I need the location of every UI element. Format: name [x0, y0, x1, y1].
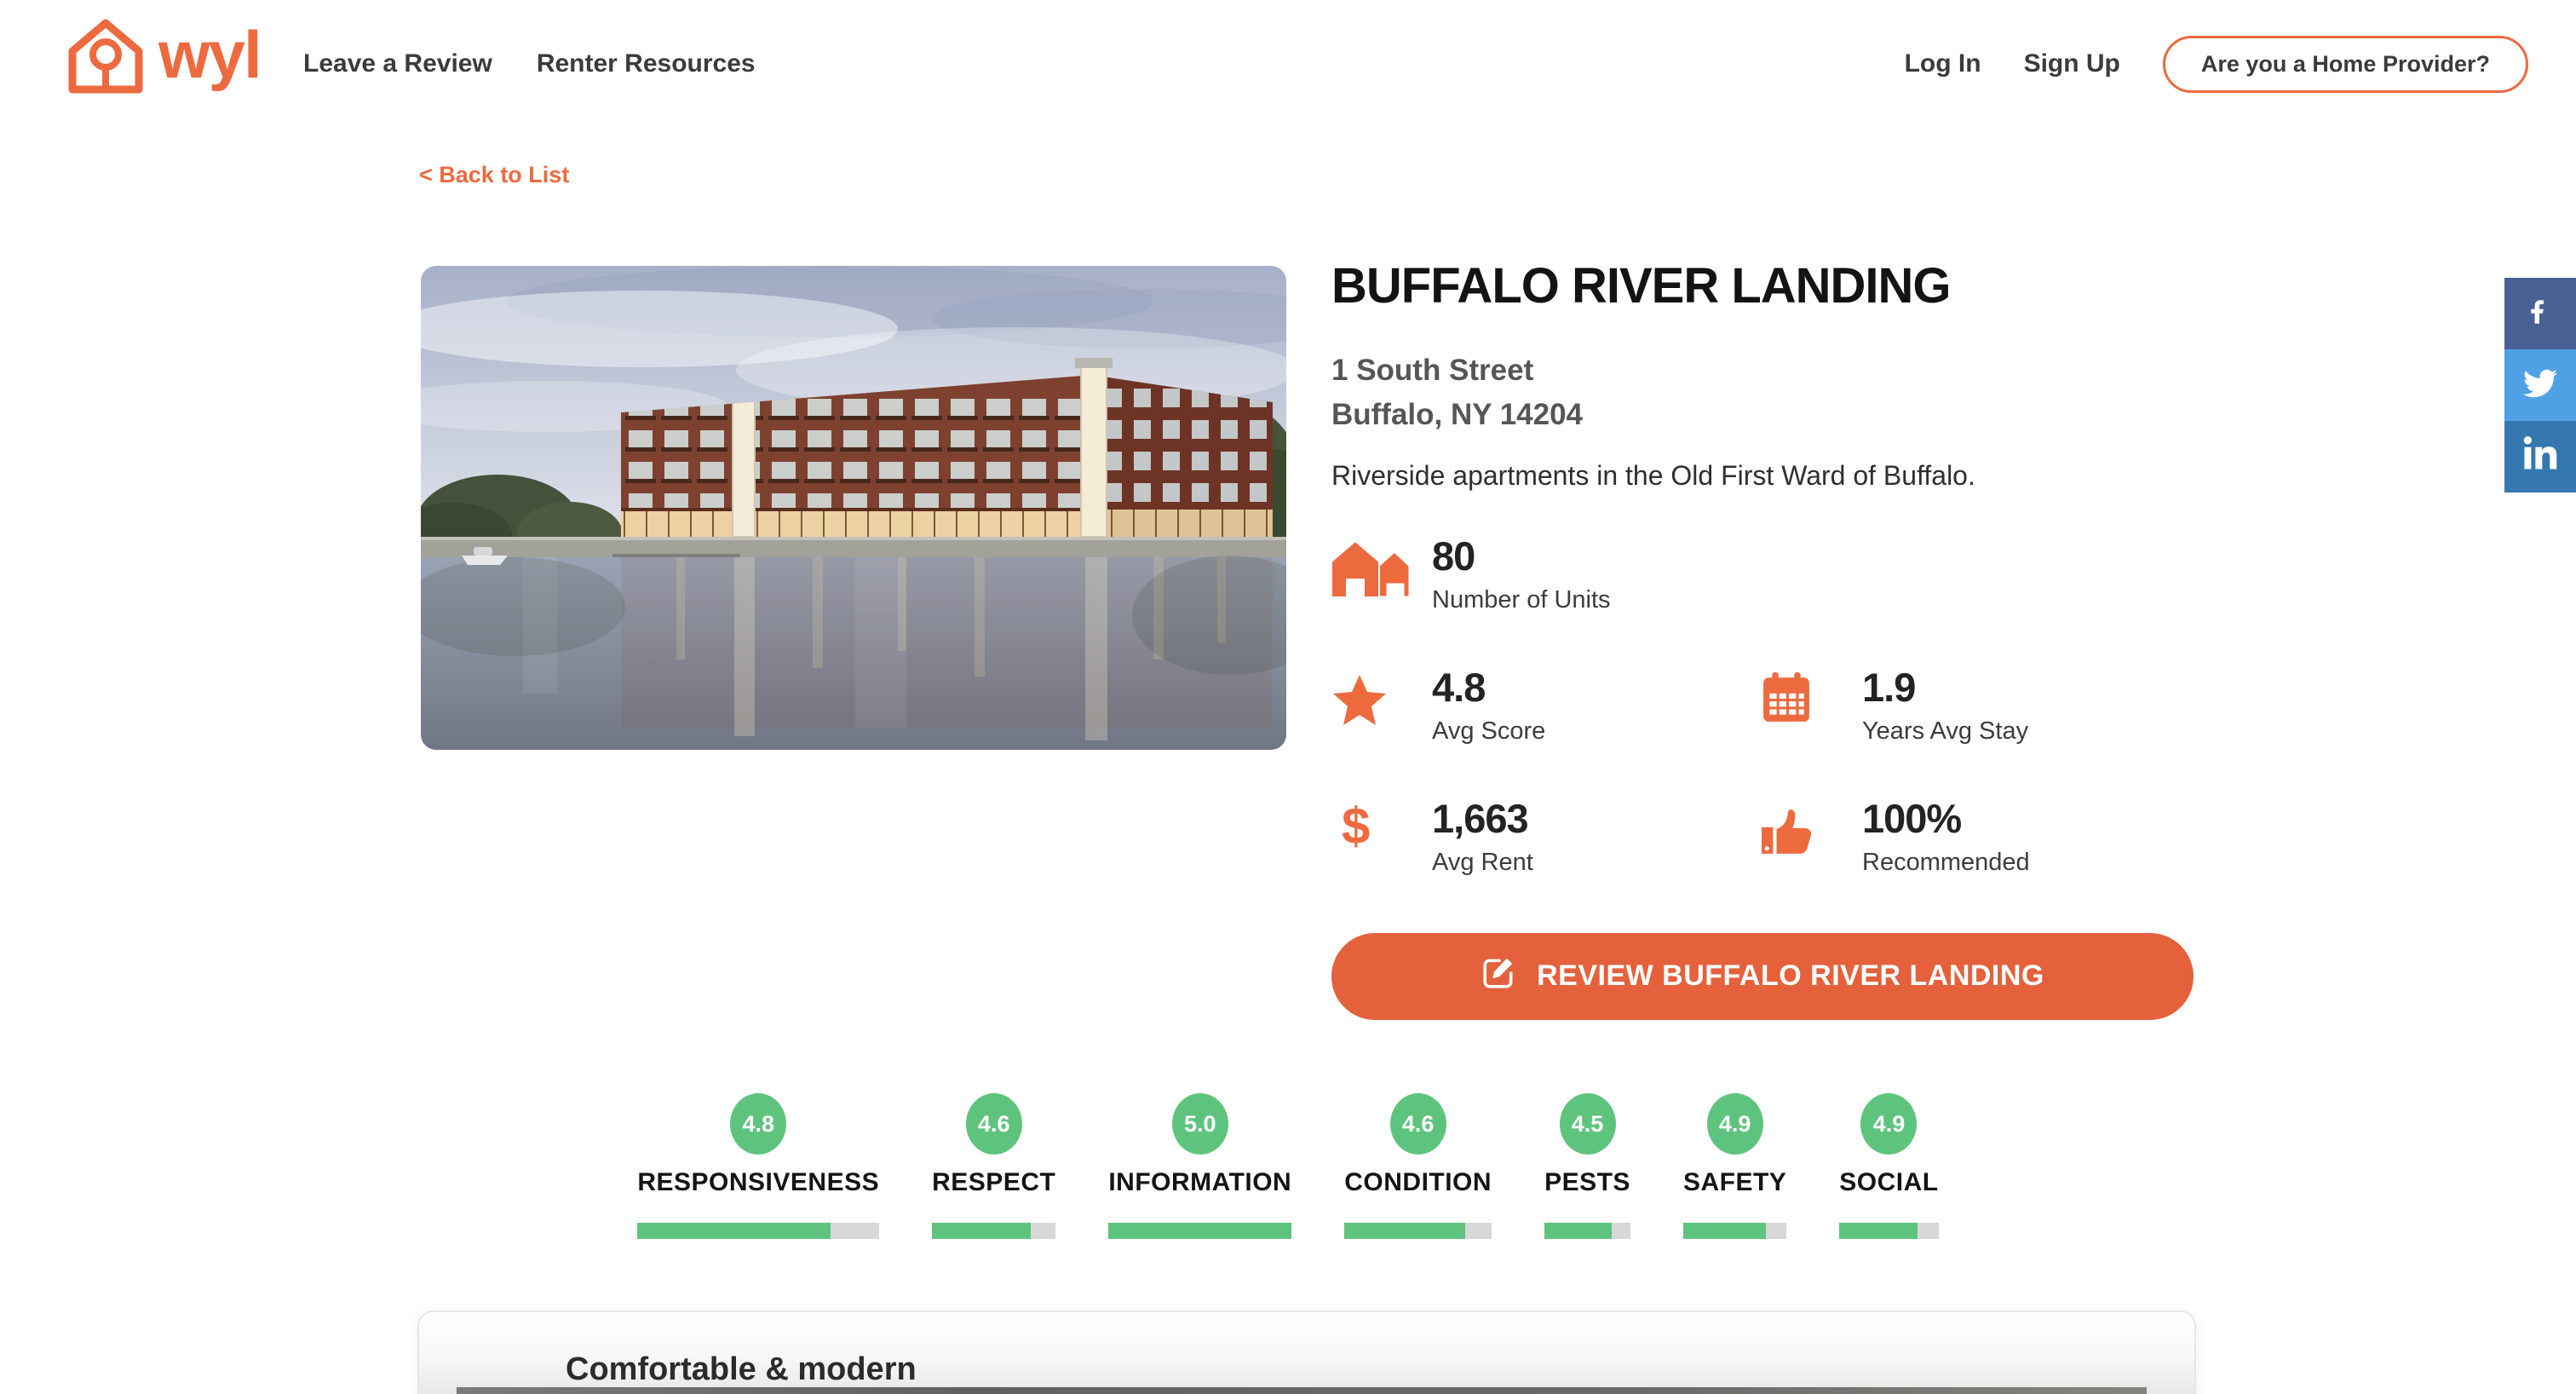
avg-stay-label: Years Avg Stay	[1862, 717, 2029, 745]
rating-bar-track	[932, 1223, 1056, 1239]
twitter-icon	[2521, 366, 2560, 405]
facebook-icon	[2530, 293, 2550, 335]
share-sidebar	[2504, 278, 2576, 493]
rating-item: 4.5 PESTS	[1544, 1093, 1630, 1239]
rating-label: INFORMATION	[1108, 1168, 1292, 1196]
rating-item: 4.9 SAFETY	[1682, 1093, 1787, 1239]
stat-avg-score: 4.8 Avg Score	[1331, 667, 1762, 746]
property-name: BUFFALO RIVER LANDING	[1331, 258, 1952, 314]
property-photo	[421, 266, 1286, 750]
rating-bar-fill	[1108, 1223, 1292, 1239]
rating-bar-track	[1108, 1223, 1292, 1239]
recommended-label: Recommended	[1862, 848, 2030, 876]
rating-label: SOCIAL	[1839, 1168, 1939, 1196]
rating-score: 5.0	[1183, 1110, 1216, 1137]
avg-stay-value: 1.9	[1862, 664, 1916, 710]
calendar-icon	[1762, 667, 1862, 723]
brand-name: wyl	[158, 16, 262, 92]
rating-score-badge: 4.9	[1706, 1093, 1763, 1155]
review-property-button[interactable]: REVIEW BUFFALO RIVER LANDING	[1331, 932, 2194, 1020]
review-button-label: REVIEW BUFFALO RIVER LANDING	[1537, 959, 2044, 993]
rating-bar-track	[1839, 1223, 1939, 1239]
signup-link[interactable]: Sign Up	[2023, 49, 2120, 78]
rating-bar-track	[1344, 1223, 1492, 1239]
rating-score-badge: 5.0	[1171, 1093, 1228, 1155]
linkedin-icon	[2523, 435, 2557, 478]
units-value: 80	[1432, 533, 1475, 579]
review-card-title: Comfortable & modern	[566, 1351, 917, 1387]
property-address: 1 South Street Buffalo, NY 14204	[1331, 348, 2194, 438]
rating-item: 4.8 RESPONSIVENESS	[637, 1093, 880, 1239]
recommended-value: 100%	[1862, 795, 1962, 841]
rating-bar-track	[1682, 1223, 1787, 1239]
edit-pencil-icon	[1481, 954, 1516, 998]
rating-item: 5.0 INFORMATION	[1108, 1093, 1292, 1239]
brand-logo[interactable]: wyl	[66, 16, 262, 100]
rating-bar-fill	[1344, 1223, 1465, 1239]
rating-label: RESPONSIVENESS	[637, 1168, 880, 1196]
rating-score: 4.6	[977, 1110, 1010, 1137]
rating-score: 4.6	[1401, 1110, 1435, 1137]
property-description: Riverside apartments in the Old First Wa…	[1331, 459, 1975, 491]
stat-recommended: 100% Recommended	[1762, 798, 2194, 877]
rating-bar-fill	[1682, 1223, 1767, 1239]
avg-rent-value: 1,663	[1432, 795, 1529, 841]
houses-icon	[1331, 536, 1432, 597]
auth-area: Log In Sign Up Are you a Home Provider?	[1905, 0, 2528, 128]
rating-item: 4.6 CONDITION	[1344, 1093, 1492, 1239]
review-card: Comfortable & modern	[417, 1310, 2196, 1394]
main-nav: Leave a Review Renter Resources	[303, 0, 756, 128]
rating-label: RESPECT	[932, 1168, 1056, 1196]
rating-score: 4.8	[742, 1110, 774, 1137]
stat-avg-rent: $ 1,663 Avg Rent	[1331, 798, 1762, 877]
wyl-house-icon	[66, 17, 145, 100]
rating-score-badge: 4.6	[965, 1093, 1022, 1155]
rating-score-badge: 4.6	[1389, 1093, 1446, 1155]
rating-bar-fill	[1544, 1223, 1612, 1239]
rating-bar-fill	[1839, 1223, 1918, 1239]
share-facebook-button[interactable]	[2504, 278, 2576, 349]
address-line-2: Buffalo, NY 14204	[1331, 398, 1584, 432]
rating-item: 4.6 RESPECT	[932, 1093, 1056, 1239]
rating-label: PESTS	[1544, 1168, 1630, 1196]
nav-renter-resources[interactable]: Renter Resources	[536, 49, 756, 78]
property-details: BUFFALO RIVER LANDING 1 South Street Buf…	[1331, 258, 2194, 1020]
rating-item: 4.9 SOCIAL	[1839, 1093, 1939, 1239]
avg-rent-label: Avg Rent	[1432, 848, 1533, 876]
back-to-list-link[interactable]: < Back to List	[419, 162, 570, 187]
share-twitter-button[interactable]	[2504, 349, 2576, 421]
stat-years-avg-stay: 1.9 Years Avg Stay	[1762, 667, 2194, 746]
rating-bar-fill	[637, 1223, 831, 1239]
login-link[interactable]: Log In	[1904, 49, 1981, 78]
property-stats: 80 Number of Units 4.8 Avg Score	[1331, 536, 2194, 877]
rating-bar-track	[637, 1223, 880, 1239]
header: wyl Leave a Review Renter Resources Log …	[0, 0, 2576, 128]
rating-score-badge: 4.9	[1860, 1093, 1918, 1155]
rating-score-badge: 4.8	[730, 1093, 787, 1155]
avg-score-value: 4.8	[1432, 664, 1486, 710]
avg-score-label: Avg Score	[1432, 717, 1546, 745]
rating-bar-track	[1544, 1223, 1630, 1239]
star-icon	[1331, 667, 1432, 727]
review-card-photo-strip	[457, 1387, 2147, 1394]
rating-label: SAFETY	[1682, 1168, 1787, 1196]
nav-leave-a-review[interactable]: Leave a Review	[303, 49, 492, 78]
thumbs-up-icon	[1762, 798, 1862, 856]
rating-score-badge: 4.5	[1559, 1093, 1616, 1155]
home-provider-button[interactable]: Are you a Home Provider?	[2162, 35, 2528, 93]
stat-number-of-units: 80 Number of Units	[1331, 536, 2194, 614]
rating-score: 4.9	[1872, 1110, 1906, 1137]
ratings-row: 4.8 RESPONSIVENESS 4.6 RESPECT 5.0 INFOR…	[0, 1093, 2576, 1239]
rating-label: CONDITION	[1344, 1168, 1492, 1196]
share-linkedin-button[interactable]	[2504, 421, 2576, 493]
units-label: Number of Units	[1432, 585, 1611, 613]
rating-score: 4.9	[1718, 1110, 1751, 1137]
dollar-icon: $	[1342, 797, 1371, 855]
rating-bar-fill	[932, 1223, 1032, 1239]
address-line-1: 1 South Street	[1331, 353, 1534, 387]
rating-score: 4.5	[1571, 1110, 1604, 1137]
